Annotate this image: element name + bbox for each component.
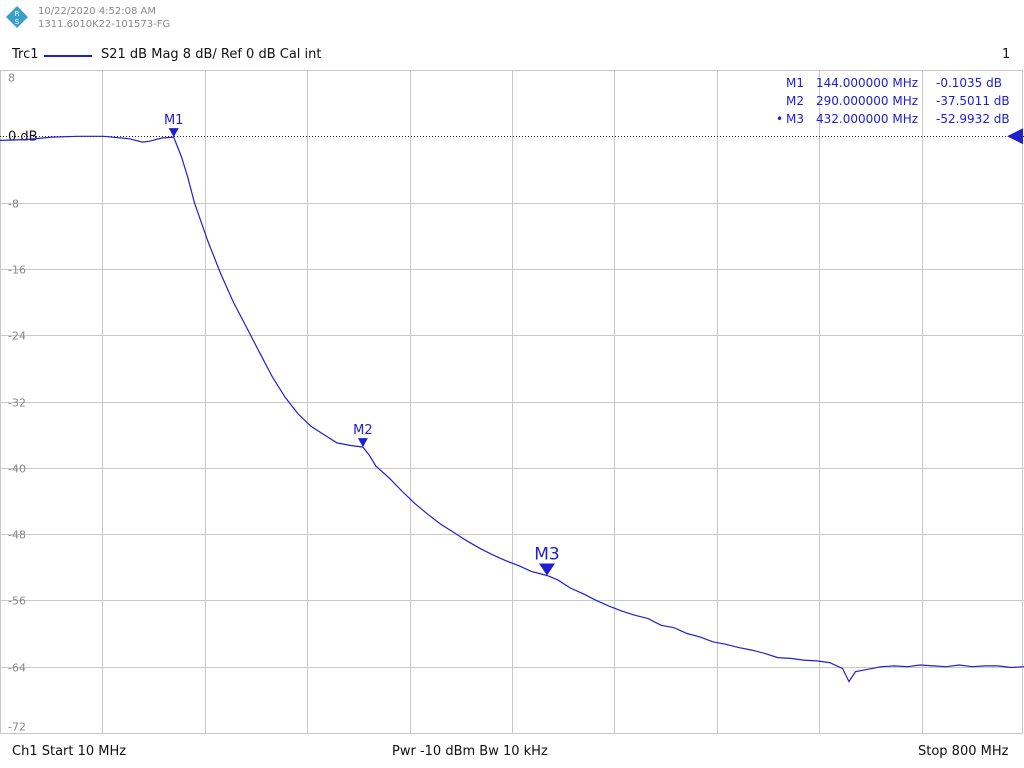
active-marker-dot: • <box>776 112 784 126</box>
y-tick-label: -24 <box>8 330 26 343</box>
marker-row[interactable]: M1 144.000000 MHz -0.1035 dB <box>770 76 1018 92</box>
instrument-serial: 1311.6010K22-101573-FG <box>38 19 171 30</box>
marker-m3-icon[interactable] <box>538 563 555 576</box>
marker-m1-label: M1 <box>164 113 184 128</box>
marker-m1-icon[interactable] <box>168 128 179 138</box>
y-tick-label: -56 <box>8 595 26 608</box>
marker-value: -37.5011 dB <box>936 94 1010 108</box>
y-tick-label: 8 <box>8 72 15 85</box>
stop-frequency[interactable]: Stop 800 MHz <box>918 744 1009 759</box>
svg-text:R: R <box>15 10 20 18</box>
marker-row[interactable]: M2 290.000000 MHz -37.5011 dB <box>770 94 1018 110</box>
trace-legend-line <box>44 55 92 57</box>
trace-description[interactable]: S21 dB Mag 8 dB/ Ref 0 dB Cal int <box>101 47 322 62</box>
start-frequency[interactable]: Ch1 Start 10 MHz <box>12 744 127 759</box>
y-tick-label: -16 <box>8 264 26 277</box>
trace-name[interactable]: Trc1 <box>12 47 39 62</box>
marker-frequency: 144.000000 MHz <box>816 76 919 90</box>
rs-logo-icon: R S <box>6 6 28 28</box>
y-tick-label: -64 <box>8 662 26 675</box>
trace-s21[interactable] <box>0 135 1024 683</box>
marker-name: M2 <box>786 94 804 108</box>
power-bandwidth[interactable]: Pwr -10 dBm Bw 10 kHz <box>392 744 548 759</box>
marker-name: M3 <box>786 112 804 126</box>
marker-m2-label: M2 <box>353 423 373 438</box>
marker-frequency: 290.000000 MHz <box>816 94 919 108</box>
reference-level-arrow-icon[interactable] <box>1007 128 1023 145</box>
marker-value: -0.1035 dB <box>936 76 1002 90</box>
y-tick-label: -8 <box>8 198 19 211</box>
marker-m3-label: M3 <box>534 545 559 565</box>
y-tick-label: -32 <box>8 397 26 410</box>
y-tick-label: -72 <box>8 721 26 734</box>
y-tick-label: -48 <box>8 529 26 542</box>
timestamp: 10/22/2020 4:52:08 AM <box>38 6 157 17</box>
marker-row[interactable]: • M3 432.000000 MHz -52.9932 dB <box>770 112 1018 128</box>
marker-m2-icon[interactable] <box>357 438 368 448</box>
window-number: 1 <box>1002 47 1011 62</box>
marker-value: -52.9932 dB <box>936 112 1010 126</box>
y-tick-label: -40 <box>8 463 26 476</box>
marker-name: M1 <box>786 76 804 90</box>
y-tick-label: 0 dB <box>8 130 38 145</box>
marker-frequency: 432.000000 MHz <box>816 112 919 126</box>
svg-text:S: S <box>15 18 20 26</box>
